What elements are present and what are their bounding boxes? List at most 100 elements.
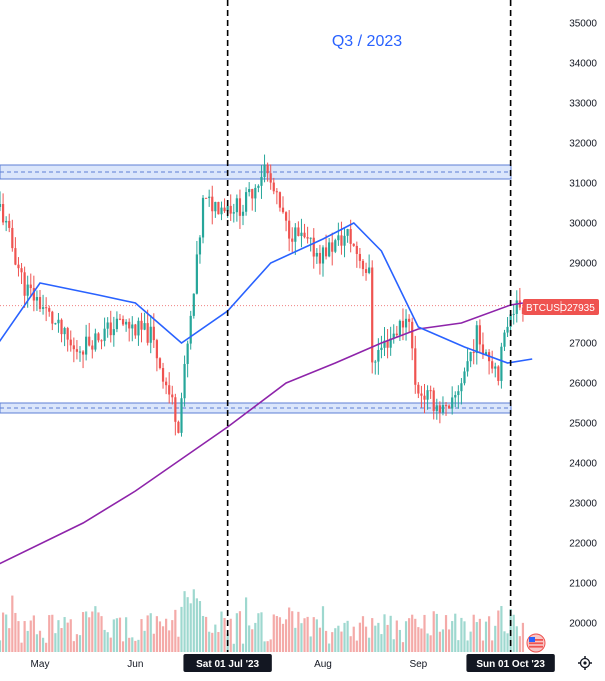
- volume-bar: [134, 640, 137, 652]
- volume-bar: [63, 617, 66, 652]
- volume-bar: [266, 641, 269, 652]
- candle-body: [408, 318, 411, 322]
- candle-body: [521, 307, 525, 314]
- candle-body: [198, 237, 202, 255]
- volume-bar: [263, 641, 266, 652]
- volume-bar: [66, 622, 69, 652]
- volume-bar: [438, 631, 441, 652]
- volume-bar: [248, 625, 251, 652]
- volume-bar: [26, 630, 29, 652]
- volume-bar: [395, 620, 398, 652]
- candle-body: [404, 318, 408, 328]
- candle-body: [260, 176, 263, 186]
- volume-bar: [364, 626, 368, 652]
- volume-bar: [51, 614, 54, 652]
- volume-bar: [281, 623, 285, 652]
- candle-body: [355, 245, 358, 254]
- volume-bar: [0, 640, 2, 652]
- candle-body: [475, 325, 478, 354]
- candle-body: [377, 349, 380, 362]
- candle-body: [23, 272, 26, 296]
- candle-body: [128, 321, 131, 329]
- volume-bar: [518, 636, 521, 652]
- volume-bar: [100, 616, 103, 652]
- volume-bar: [125, 617, 128, 652]
- candle-body: [429, 390, 432, 392]
- candle-body: [291, 238, 294, 242]
- volume-bar: [429, 635, 432, 652]
- candle-body: [152, 326, 155, 341]
- volume-bar: [355, 640, 358, 652]
- x-tick-label: Sep: [409, 659, 427, 670]
- candle-body: [149, 326, 152, 343]
- candle-body: [121, 319, 125, 325]
- candle-body: [143, 323, 146, 330]
- volume-bar: [515, 626, 518, 652]
- volume-bar: [241, 643, 245, 652]
- candle-body: [420, 393, 423, 396]
- candle-body: [38, 297, 42, 309]
- last-price-value: 27935: [567, 303, 595, 314]
- volume-bar: [389, 615, 392, 652]
- volume-bar: [284, 619, 288, 652]
- volume-bar: [374, 625, 377, 652]
- x-tick-label: Aug: [314, 659, 332, 670]
- candle-body: [103, 328, 106, 341]
- candle-body: [205, 197, 208, 199]
- candle-body: [364, 269, 368, 273]
- volume-bar: [128, 637, 131, 652]
- y-tick-label: 24000: [569, 459, 597, 470]
- candle-body: [214, 201, 217, 212]
- volume-bar: [75, 634, 79, 652]
- candle-body: [155, 340, 158, 359]
- volume-bar: [158, 621, 162, 652]
- volume-bar: [294, 627, 297, 652]
- time-axis[interactable]: May Jun Sat 01 Jul '23 Aug Sep Sun 01 Oct '23: [31, 654, 555, 672]
- candle-body: [60, 319, 63, 335]
- candle-body: [358, 253, 362, 261]
- volume-bar: [512, 614, 515, 652]
- candle-body: [134, 324, 137, 336]
- volume-bar: [155, 616, 158, 652]
- volume-bar: [91, 611, 94, 652]
- candle-body: [168, 385, 171, 395]
- candle-body: [426, 390, 429, 400]
- candle-body: [91, 345, 94, 350]
- candle-body: [226, 205, 229, 212]
- candle-body: [346, 229, 349, 236]
- candle-body: [244, 192, 248, 212]
- candle-body: [392, 333, 395, 339]
- candle-body: [161, 368, 165, 382]
- symbol-price-label: BTCUSD 27935: [523, 299, 599, 315]
- y-tick-label: 25000: [569, 419, 597, 430]
- candle-body: [235, 198, 238, 213]
- candle-body: [435, 405, 438, 411]
- candle-body: [361, 260, 365, 270]
- volume-bar: [494, 625, 497, 652]
- candle-body: [374, 361, 377, 363]
- candle-body: [328, 242, 331, 257]
- volume-bar: [454, 613, 457, 652]
- candle-body: [454, 395, 457, 398]
- volume-bar: [238, 611, 242, 652]
- volume-bar: [121, 641, 125, 652]
- settings-gear-icon[interactable]: [578, 656, 592, 670]
- volume-bar: [189, 603, 192, 652]
- volume-bar: [32, 615, 35, 652]
- volume-bar: [1, 612, 5, 652]
- volume-bar: [343, 622, 346, 652]
- candle-body: [444, 405, 448, 407]
- volume-bar: [260, 612, 263, 652]
- volume-bar: [404, 621, 408, 652]
- candle-body: [272, 182, 275, 192]
- volume-bar: [205, 616, 208, 652]
- volume-bar: [386, 624, 389, 652]
- long-moving-average-line: [0, 302, 524, 565]
- volume-layer: [0, 589, 525, 652]
- candle-body: [266, 164, 269, 174]
- volume-bar: [401, 642, 405, 652]
- volume-bar: [81, 612, 85, 652]
- x-tick-label: Jun: [127, 659, 143, 670]
